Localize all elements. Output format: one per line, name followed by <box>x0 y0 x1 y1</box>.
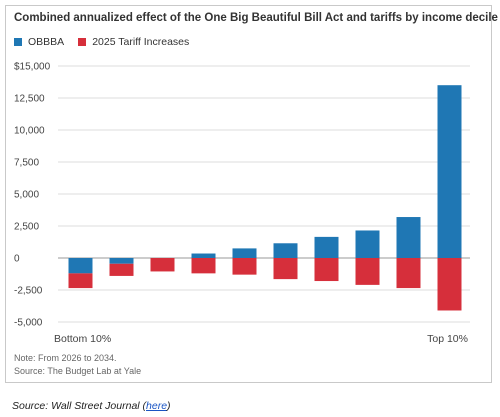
source-caption: Source: Wall Street Journal (here) <box>12 400 171 412</box>
y-tick-label: 0 <box>14 254 20 265</box>
bar-tariff <box>150 258 175 272</box>
chart-title: Combined annualized effect of the One Bi… <box>14 12 498 24</box>
bar-obbba <box>314 236 339 258</box>
source-suffix: ) <box>167 400 171 412</box>
y-tick-label: 7,500 <box>14 158 39 169</box>
bar-obbba <box>273 243 298 258</box>
x-label-top: Top 10% <box>427 333 468 345</box>
chart-note: Note: From 2026 to 2034. Source: The Bud… <box>14 352 141 378</box>
y-tick-label: -5,000 <box>14 318 43 329</box>
legend-item-tariff: 2025 Tariff Increases <box>78 36 189 48</box>
y-tick-label: -2,500 <box>14 286 43 297</box>
bar-tariff <box>232 258 257 275</box>
bar-tariff <box>396 258 421 289</box>
y-tick-label: 5,000 <box>14 190 39 201</box>
bar-tariff <box>68 273 93 289</box>
legend-label-obbba: OBBBA <box>28 36 65 48</box>
bar-obbba <box>437 85 462 258</box>
bar-obbba <box>232 248 257 258</box>
bar-tariff <box>273 258 298 280</box>
legend-swatch-tariff <box>78 38 87 46</box>
source-link[interactable]: here <box>146 400 168 412</box>
bar-tariff <box>355 258 380 285</box>
bar-obbba <box>396 217 421 258</box>
legend-item-obbba: OBBBA <box>14 36 64 48</box>
y-tick-label: 2,500 <box>14 222 39 233</box>
chart-legend: OBBBA 2025 Tariff Increases <box>14 36 189 48</box>
bar-obbba <box>109 258 134 264</box>
y-tick-label: 10,000 <box>14 126 45 137</box>
source-prefix: Source: Wall Street Journal ( <box>12 400 147 412</box>
y-tick-label: 12,500 <box>14 94 45 105</box>
x-label-bottom: Bottom 10% <box>54 333 111 345</box>
bar-obbba <box>68 258 93 274</box>
bar-obbba <box>191 253 216 258</box>
legend-label-tariff: 2025 Tariff Increases <box>92 36 190 48</box>
bar-tariff <box>437 258 462 311</box>
bar-tariff <box>109 263 134 276</box>
bar-tariff <box>314 258 339 282</box>
y-tick-label: $15,000 <box>14 62 51 73</box>
note-source: Source: The Budget Lab at Yale <box>14 366 142 376</box>
bar-tariff <box>191 258 216 274</box>
note-period: Note: From 2026 to 2034. <box>14 353 117 363</box>
bar-obbba <box>355 230 380 258</box>
legend-swatch-obbba <box>14 38 22 46</box>
